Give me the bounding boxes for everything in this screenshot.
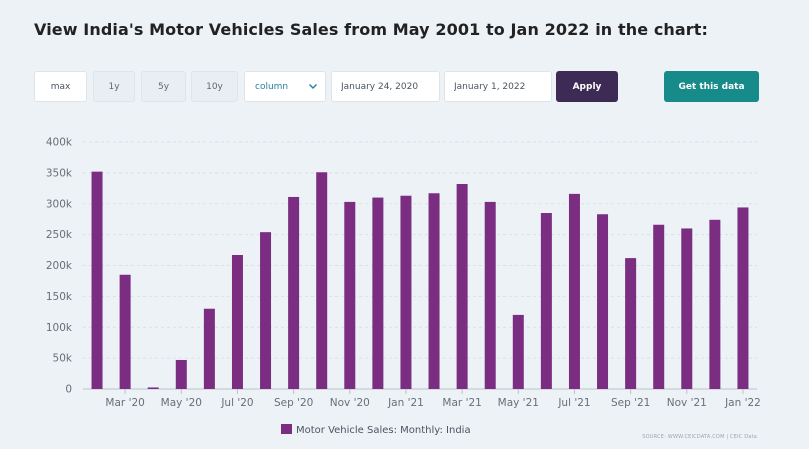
bar xyxy=(653,224,665,389)
range-5y-button[interactable]: 5y xyxy=(141,71,186,102)
x-tick-label: May '20 xyxy=(161,397,202,409)
x-tick-label: Jul '21 xyxy=(557,397,590,409)
bar xyxy=(91,171,103,389)
x-tick-label: Sep '21 xyxy=(611,397,650,409)
x-tick-label: Mar '20 xyxy=(105,397,144,409)
bar xyxy=(597,214,609,389)
y-tick-label: 300k xyxy=(46,198,73,210)
bar xyxy=(400,195,412,389)
y-tick-label: 0 xyxy=(65,384,72,396)
source-note: SOURCE: WWW.CEICDATA.COM | CEIC Data xyxy=(642,434,757,440)
range-1y-button[interactable]: 1y xyxy=(93,71,135,102)
bar xyxy=(512,314,524,389)
y-tick-label: 100k xyxy=(46,322,73,334)
bar xyxy=(316,172,328,389)
page-title: View India's Motor Vehicles Sales from M… xyxy=(34,20,709,39)
legend-label: Motor Vehicle Sales: Monthly: India xyxy=(296,425,471,436)
get-this-data-button[interactable]: Get this data xyxy=(664,71,759,102)
bar xyxy=(231,255,243,389)
bar xyxy=(484,201,496,389)
y-tick-label: 200k xyxy=(46,260,73,272)
apply-button[interactable]: Apply xyxy=(556,71,618,102)
x-tick-label: Jan '22 xyxy=(724,397,761,409)
bar xyxy=(568,193,580,389)
x-tick-label: Jan '21 xyxy=(387,397,424,409)
bar xyxy=(737,207,749,389)
bar xyxy=(625,258,637,389)
x-tick-label: Nov '20 xyxy=(330,397,370,409)
end-date-input[interactable] xyxy=(444,71,552,102)
bar xyxy=(456,183,468,389)
bar xyxy=(540,213,552,389)
chevron-down-icon xyxy=(309,84,317,89)
bar xyxy=(203,308,215,389)
range-10y-button[interactable]: 10y xyxy=(191,71,238,102)
bar xyxy=(344,201,356,389)
y-tick-label: 400k xyxy=(46,137,73,149)
chart-controls: max 1y 5y 10y column Apply Get this data xyxy=(34,71,759,102)
y-tick-label: 50k xyxy=(53,353,73,365)
bar xyxy=(288,196,300,389)
bar xyxy=(372,197,384,389)
chart-type-value: column xyxy=(255,81,289,92)
bar xyxy=(119,274,131,389)
x-tick-label: Mar '21 xyxy=(442,397,481,409)
motor-vehicle-sales-chart: 0 50k 100k 150k 200k 250k 300k 350k 400k Mar '20 M… xyxy=(46,137,761,437)
x-tick-label: Sep '20 xyxy=(274,397,313,409)
bar xyxy=(260,232,272,389)
bar xyxy=(147,387,159,389)
x-tick-label: Nov '21 xyxy=(667,397,707,409)
y-tick-label: 250k xyxy=(46,229,73,241)
legend-swatch xyxy=(281,424,292,434)
x-tick-label: May '21 xyxy=(498,397,539,409)
chart-type-select[interactable]: column xyxy=(244,71,326,102)
start-date-input[interactable] xyxy=(331,71,440,102)
bar xyxy=(709,219,721,389)
x-tick-label: Jul '20 xyxy=(220,397,253,409)
y-tick-label: 350k xyxy=(46,167,73,179)
bar xyxy=(428,193,440,389)
bar xyxy=(175,359,187,389)
range-max-button[interactable]: max xyxy=(34,71,87,102)
y-tick-label: 150k xyxy=(46,291,73,303)
bar xyxy=(681,228,693,389)
